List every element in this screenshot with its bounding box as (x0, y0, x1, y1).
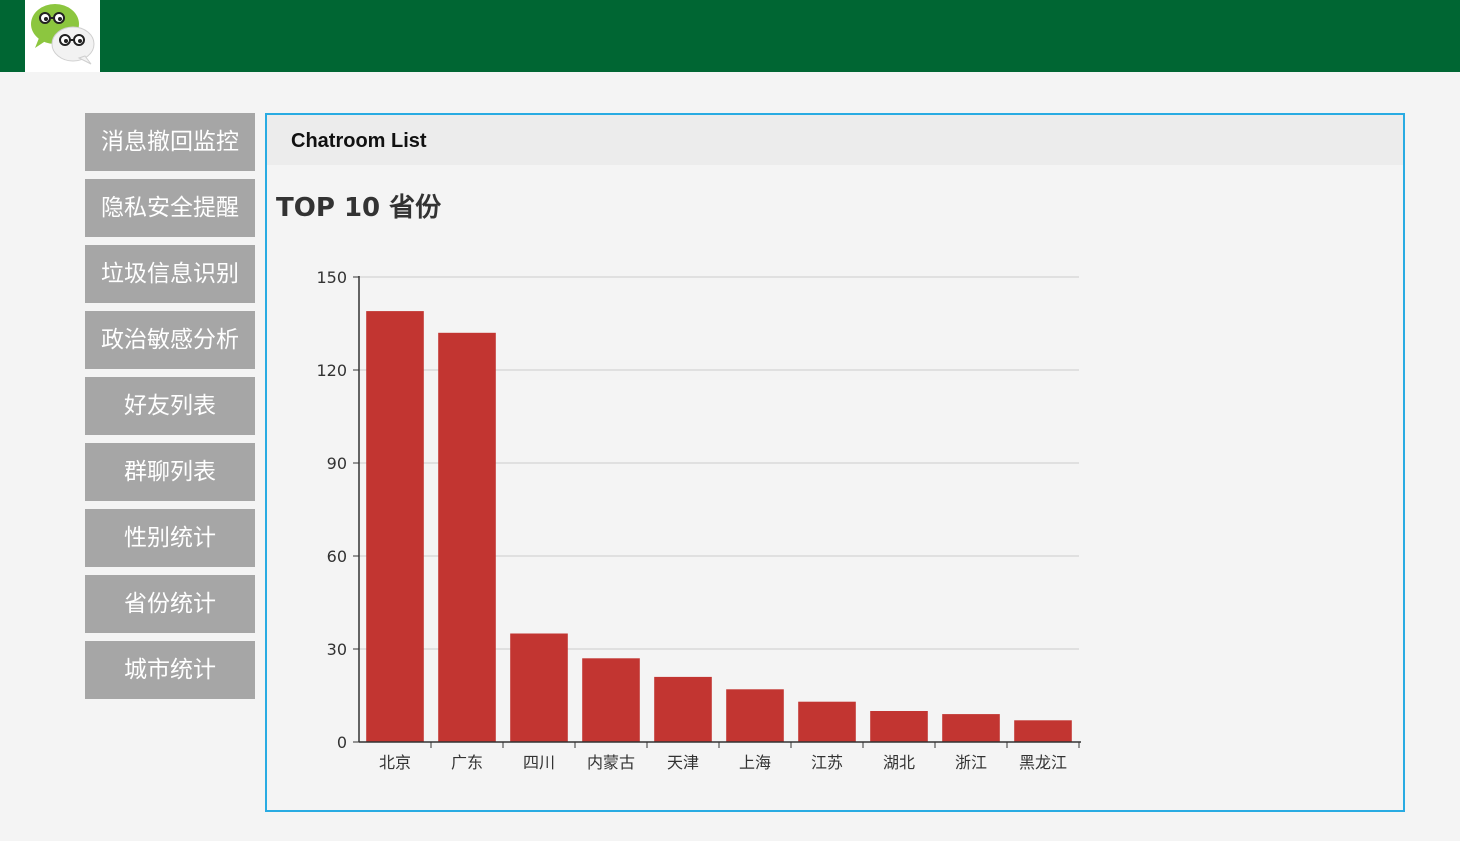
x-tick-label: 黑龙江 (1019, 753, 1067, 772)
bar (366, 311, 424, 742)
bar (510, 633, 568, 742)
y-tick-label: 150 (316, 268, 347, 287)
x-tick-label: 广东 (451, 753, 483, 772)
panel-header: Chatroom List (267, 115, 1403, 165)
bar (798, 701, 856, 742)
sidebar-item-message-recall[interactable]: 消息撤回监控 (85, 113, 255, 171)
sidebar-item-friend-list[interactable]: 好友列表 (85, 377, 255, 435)
bar (582, 658, 640, 742)
wechat-glasses-icon (31, 4, 95, 65)
x-tick-label: 内蒙古 (587, 753, 635, 772)
sidebar-item-province-stats[interactable]: 省份统计 (85, 575, 255, 633)
x-tick-label: 四川 (523, 753, 555, 772)
x-tick-label: 天津 (667, 753, 699, 772)
content-panel: Chatroom List TOP 10 省份 0 30 60 90 120 150 北京 广… (265, 113, 1405, 812)
bar (870, 711, 928, 742)
chart-title: TOP 10 省份 (276, 193, 441, 223)
sidebar: 消息撤回监控 隐私安全提醒 垃圾信息识别 政治敏感分析 好友列表 群聊列表 性别… (85, 113, 255, 707)
bar (726, 689, 784, 742)
bar (942, 714, 1000, 742)
y-tick-label: 0 (337, 733, 347, 752)
bar (438, 332, 496, 742)
sidebar-item-chatroom-list[interactable]: 群聊列表 (85, 443, 255, 501)
y-tick-label: 30 (327, 640, 347, 659)
y-tick-label: 90 (327, 454, 347, 473)
sidebar-item-city-stats[interactable]: 城市统计 (85, 641, 255, 699)
sidebar-item-spam-detection[interactable]: 垃圾信息识别 (85, 245, 255, 303)
x-tick-label: 湖北 (883, 753, 915, 772)
y-tick-label: 60 (327, 547, 347, 566)
bar (1014, 720, 1072, 742)
x-tick-label: 北京 (379, 753, 411, 772)
top-bar (0, 0, 1460, 72)
bar (654, 676, 712, 742)
province-bar-chart: TOP 10 省份 0 30 60 90 120 150 北京 广东 四川 内蒙古 天津 上海 江苏 湖北… (276, 193, 1081, 772)
sidebar-item-political-analysis[interactable]: 政治敏感分析 (85, 311, 255, 369)
app-logo[interactable] (25, 0, 100, 72)
sidebar-item-privacy-alert[interactable]: 隐私安全提醒 (85, 179, 255, 237)
sidebar-item-gender-stats[interactable]: 性别统计 (85, 509, 255, 567)
x-tick-label: 上海 (739, 753, 771, 772)
x-tick-label: 浙江 (955, 753, 987, 772)
x-tick-label: 江苏 (811, 753, 843, 772)
panel-title: Chatroom List (291, 130, 427, 152)
y-tick-label: 120 (316, 361, 347, 380)
